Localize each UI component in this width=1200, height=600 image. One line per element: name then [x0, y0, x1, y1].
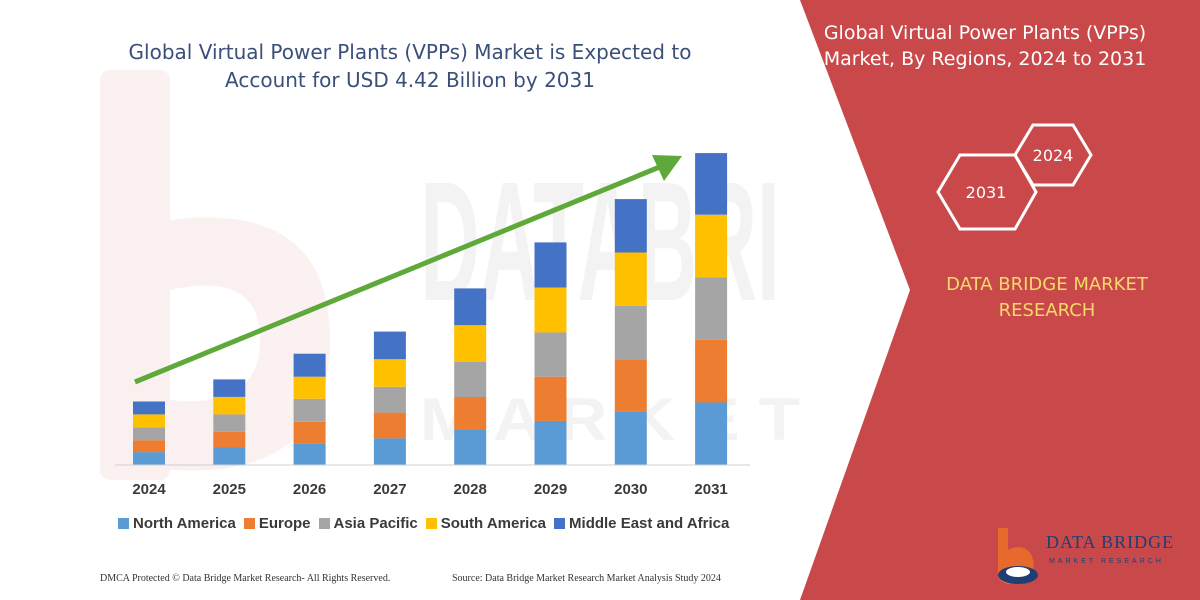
bar-segment-2026-middle-east-and-africa [293, 353, 326, 377]
bar-segment-2031-south-america [695, 214, 728, 278]
bar-segment-2025-north-america [213, 447, 246, 465]
legend-swatch [554, 517, 566, 529]
logo-subtitle: MARKET RESEARCH [1049, 558, 1164, 565]
legend-item-asia-pacific: Asia Pacific [318, 514, 418, 532]
bar-segment-2027-north-america [373, 438, 406, 465]
bar-segment-2027-europe [373, 412, 406, 439]
x-tick-label-2029: 2029 [534, 481, 567, 498]
bar-segment-2027-asia-pacific [373, 386, 406, 413]
x-tick-label-2027: 2027 [373, 481, 406, 498]
bar-segment-2031-europe [695, 339, 728, 403]
bar-segment-2024-middle-east-and-africa [133, 401, 165, 415]
legend-label: South America [440, 514, 547, 532]
bar-segment-2024-north-america [133, 452, 165, 465]
legend-item-middle-east-and-africa: Middle East and Africa [554, 515, 729, 532]
bar-segment-2028-asia-pacific [454, 362, 487, 397]
bar-segment-2027-south-america [373, 359, 406, 387]
bar-segment-2030-asia-pacific [614, 305, 647, 360]
legend-item-south-america: South America [425, 514, 547, 532]
legend-label: Asia Pacific [333, 514, 418, 532]
bar-segment-2031-north-america [695, 402, 728, 465]
bar-segment-2028-south-america [454, 325, 487, 362]
bar-segment-2024-europe [133, 440, 165, 453]
bar-segment-2029-europe [534, 376, 567, 421]
trend-arrow [134, 155, 682, 385]
bar-segment-2031-asia-pacific [695, 277, 728, 340]
x-tick-label-2024: 2024 [132, 481, 166, 498]
bar-segment-2030-north-america [614, 411, 647, 465]
bar-segment-2025-europe [213, 431, 246, 448]
bar-segment-2030-europe [614, 359, 647, 412]
bar-segment-2030-south-america [614, 252, 647, 306]
bar-segment-2029-asia-pacific [534, 332, 567, 377]
bar-segment-2029-middle-east-and-africa [534, 242, 567, 288]
legend-swatch [243, 517, 255, 529]
logo-wordmark: DATA BRIDGE [1046, 532, 1175, 552]
x-tick-label-2028: 2028 [454, 481, 487, 498]
bar-segment-2028-north-america [454, 430, 487, 465]
bars-layer [133, 153, 728, 465]
legend-label: Middle East and Africa [569, 514, 730, 532]
bar-segment-2026-south-america [293, 376, 326, 399]
bar-segment-2024-asia-pacific [133, 427, 165, 441]
legend-item-europe: Europe [243, 514, 311, 532]
x-tick-label-2031: 2031 [694, 481, 727, 498]
brand-name: DATA BRIDGE MARKET RESEARCH [946, 274, 1148, 321]
footer-source: Source: Data Bridge Market Research Mark… [452, 573, 721, 584]
side-panel-title: Global Virtual Power Plants (VPPs) Marke… [823, 22, 1147, 70]
bar-segment-2026-asia-pacific [293, 398, 326, 422]
data-bridge-logo [998, 528, 1038, 585]
x-tick-labels: 2024 2025 2026 2027 2028 2029 2030 2031 [132, 481, 727, 498]
bar-segment-2025-asia-pacific [213, 414, 246, 432]
legend-label: North America [133, 514, 236, 532]
bar-segment-2030-middle-east-and-africa [614, 199, 647, 253]
bar-segment-2031-middle-east-and-africa [695, 153, 728, 215]
legend-swatch [118, 517, 129, 529]
bar-segment-2025-middle-east-and-africa [213, 379, 246, 397]
bar-segment-2029-south-america [534, 287, 567, 333]
legend-swatch [318, 517, 330, 529]
bar-segment-2026-north-america [293, 443, 326, 465]
footer-copyright: DMCA Protected © Data Bridge Market Rese… [100, 573, 391, 584]
legend-item-north-america: North America [118, 515, 236, 532]
x-tick-label-2026: 2026 [293, 481, 326, 498]
bar-segment-2028-europe [454, 396, 487, 430]
chart-title: Global Virtual Power Plants (VPPs) Marke… [128, 40, 692, 92]
bar-segment-2026-europe [293, 421, 326, 444]
bar-segment-2027-middle-east-and-africa [373, 331, 406, 360]
x-tick-label-2025: 2025 [213, 481, 246, 498]
x-tick-label-2030: 2030 [614, 481, 647, 498]
bar-segment-2028-middle-east-and-africa [454, 288, 487, 326]
chart-legend: North America Europe Asia Pacific South Ame… [118, 512, 758, 534]
bar-segment-2025-south-america [213, 396, 246, 415]
legend-label: Europe [258, 514, 311, 532]
bar-segment-2024-south-america [133, 414, 165, 428]
bar-segment-2029-north-america [534, 420, 567, 465]
legend-swatch [425, 517, 437, 529]
